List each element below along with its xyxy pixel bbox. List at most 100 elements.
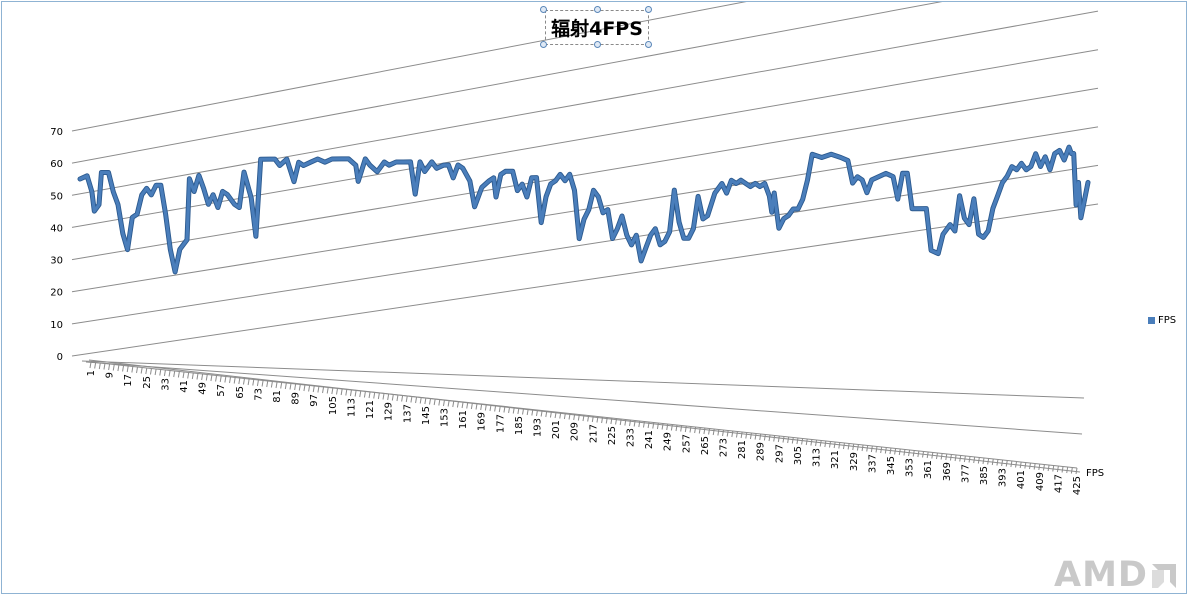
x-tick-mark [615,418,618,425]
x-tick-mark [280,382,283,389]
x-tick-mark [345,389,348,396]
x-tick-label: 393 [998,468,1009,487]
x-tick-mark [252,379,255,386]
x-tick-mark [215,375,218,382]
title-handle-top[interactable] [594,6,601,13]
x-tick-mark [373,392,376,399]
x-tick-label: 161 [458,410,469,429]
x-tick-label: 177 [495,414,506,433]
x-tick-mark [233,377,236,384]
x-tick-label: 89 [291,392,302,405]
x-tick-mark [698,427,701,434]
x-tick-mark [656,422,659,430]
x-tick-mark [935,452,938,460]
x-tick-mark [777,435,780,443]
x-tick-mark [740,431,743,439]
x-tick-mark [847,443,850,450]
x-tick-mark [354,390,357,397]
x-tick-label: 273 [719,438,730,457]
chart-title[interactable]: 辐射4FPS [545,10,649,45]
x-tick-label: 201 [551,420,562,439]
x-tick-mark [801,438,804,445]
x-tick-mark [526,408,529,416]
title-handle-bottom-right[interactable] [645,41,652,48]
x-tick-mark [308,385,311,392]
title-handle-bottom[interactable] [594,41,601,48]
x-tick-label: 313 [812,448,823,467]
x-tick-label: 249 [663,432,674,451]
x-tick-mark [275,381,278,389]
x-tick-mark [805,438,808,446]
x-tick-mark [196,373,199,380]
x-tick-mark [824,440,827,448]
x-tick-mark [908,449,911,457]
x-tick-label: 345 [886,456,897,475]
x-tick-mark [763,434,766,441]
x-tick-mark [987,458,990,465]
x-tick-mark [145,367,148,375]
x-tick-mark [229,376,232,384]
x-tick-mark [1028,462,1031,470]
x-tick-mark [224,376,227,383]
title-handle-bottom-left[interactable] [540,41,547,48]
x-tick-mark [154,368,157,376]
x-tick-mark [791,437,794,444]
x-tick-mark [573,413,576,421]
x-tick-label: 209 [570,422,581,441]
x-tick-mark [1010,460,1013,468]
x-tick-mark [461,401,464,409]
x-tick-mark [424,397,427,405]
x-tick-mark [484,404,487,411]
x-tick-mark [1038,463,1041,471]
x-tick-mark [149,368,152,375]
x-tick-label: 25 [142,376,153,389]
legend[interactable]: FPS [1148,315,1176,326]
x-tick-mark [722,429,725,437]
x-tick-mark [661,423,664,430]
x-tick-mark [601,416,604,424]
x-tick-mark [545,410,548,418]
x-tick-mark [94,362,97,369]
x-tick-mark [926,451,929,459]
x-tick-mark [168,370,171,377]
x-tick-mark [922,451,925,458]
fps-series-line[interactable] [78,145,1090,274]
x-tick-mark [210,374,213,382]
x-tick-mark [131,366,134,373]
x-tick-label: 193 [532,418,543,437]
x-tick-mark [782,436,785,443]
x-tick-label: 265 [700,436,711,455]
x-tick-mark [647,421,650,429]
x-tick-mark [898,448,901,456]
x-tick-mark [173,370,176,378]
x-tick-mark [963,455,966,463]
x-tick-mark [531,409,534,416]
title-handle-top-right[interactable] [645,6,652,13]
x-tick-label: 57 [216,384,227,397]
x-tick-label: 417 [1053,474,1064,493]
x-tick-mark [136,366,139,374]
title-handle-top-left[interactable] [540,6,547,13]
x-tick-mark [582,414,585,422]
x-tick-mark [1052,465,1055,472]
x-tick-mark [684,425,687,433]
x-tick-mark [303,384,306,392]
x-tick-mark [880,446,883,454]
x-tick-mark [289,383,292,390]
x-tick-label: 321 [830,450,841,469]
y-tick-label: 60 [50,159,63,170]
x-tick-mark [996,459,999,466]
y-tick-label: 0 [57,352,63,363]
x-tick-label: 105 [328,396,339,415]
x-tick-mark [624,419,627,426]
x-tick-mark [638,420,641,428]
x-tick-mark [568,413,571,420]
x-tick-mark [703,427,706,435]
x-tick-mark [405,395,408,403]
x-tick-mark [247,378,250,386]
x-tick-mark [177,371,180,378]
x-tick-mark [717,429,720,436]
x-tick-mark [540,410,543,417]
x-tick-mark [103,363,106,370]
